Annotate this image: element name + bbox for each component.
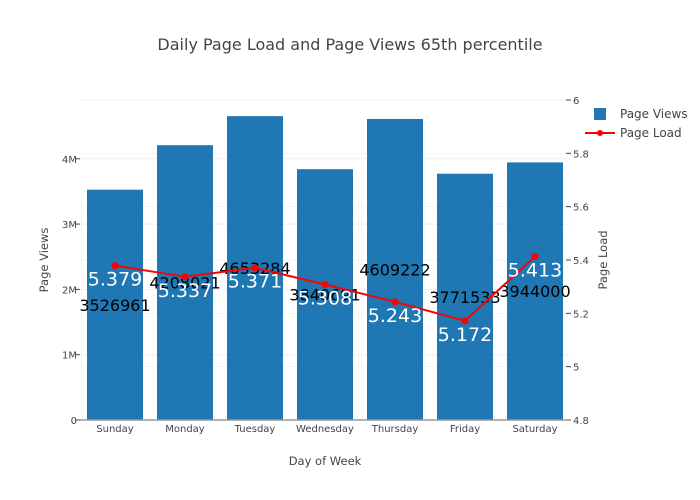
y-tick-label: 4M bbox=[62, 155, 77, 166]
page-load-line bbox=[111, 253, 539, 325]
line-value-label: 5.172 bbox=[438, 324, 492, 346]
bar-sunday bbox=[87, 189, 143, 420]
line-value-label: 5.308 bbox=[298, 288, 352, 310]
page-load-point-wednesday bbox=[321, 281, 329, 289]
y-axis-title: Page Views bbox=[37, 228, 51, 293]
legend-marker-page-load bbox=[597, 130, 603, 136]
x-tick-label: Thursday bbox=[371, 424, 419, 435]
y-axis-right: 4.8 5 5.2 5.4 5.6 5.8 6 bbox=[566, 96, 589, 427]
bar-labels: 3526961420802146532843840691460922237715… bbox=[79, 259, 570, 315]
page-load-point-tuesday bbox=[251, 264, 259, 272]
page-load-point-friday bbox=[461, 317, 469, 325]
x-tick-label: Monday bbox=[165, 424, 205, 435]
chart-title: Daily Page Load and Page Views 65th perc… bbox=[157, 35, 542, 54]
legend: Page Views Page Load bbox=[585, 107, 688, 140]
page-load-point-thursday bbox=[391, 298, 399, 306]
bar-friday bbox=[437, 173, 493, 420]
bar-thursday bbox=[367, 118, 423, 420]
bar-value-label: 4609222 bbox=[359, 260, 430, 279]
line-value-label: 5.243 bbox=[368, 305, 422, 327]
x-tick-label: Saturday bbox=[512, 424, 557, 435]
x-axis: Sunday Monday Tuesday Wednesday Thursday Frid… bbox=[80, 419, 570, 435]
line-value-label: 5.337 bbox=[158, 280, 212, 302]
x-axis-title: Day of Week bbox=[289, 454, 362, 468]
bar-wednesday bbox=[297, 169, 353, 420]
y-tick-label: 1M bbox=[62, 351, 77, 362]
x-tick-label: Friday bbox=[450, 424, 480, 435]
y2-axis-title: Page Load bbox=[596, 230, 610, 289]
bar-value-label: 3526961 bbox=[79, 296, 150, 315]
line-labels: 5.379 5.337 5.371 5.308 5.243 5.172 5.413 bbox=[88, 260, 562, 346]
line-value-label: 5.371 bbox=[228, 271, 282, 293]
bar-value-label: 3840691 bbox=[289, 286, 360, 305]
bar-value-label: 3771533 bbox=[429, 288, 500, 307]
line-value-label: 5.413 bbox=[508, 260, 562, 282]
x-tick-label: Wednesday bbox=[296, 424, 354, 435]
bar-value-label: 3944000 bbox=[499, 282, 570, 301]
x-tick-label: Tuesday bbox=[234, 424, 276, 435]
line-value-label: 5.379 bbox=[88, 269, 142, 291]
x-tick-label: Sunday bbox=[96, 424, 133, 435]
legend-label-page-load[interactable]: Page Load bbox=[620, 126, 682, 140]
legend-swatch-page-views[interactable] bbox=[594, 108, 606, 120]
legend-label-page-views[interactable]: Page Views bbox=[620, 107, 688, 121]
bar-value-label: 4208021 bbox=[149, 274, 220, 293]
y2-tick-label: 5.4 bbox=[573, 256, 589, 267]
y2-tick-label: 5.2 bbox=[573, 309, 589, 320]
y2-tick-label: 5 bbox=[573, 363, 579, 374]
page-load-point-sunday bbox=[111, 262, 119, 270]
y2-tick-label: 6 bbox=[573, 96, 579, 107]
y-tick-label: 3M bbox=[62, 220, 77, 231]
y-tick-label: 2M bbox=[62, 285, 77, 296]
bar-saturday bbox=[507, 162, 563, 420]
bar-monday bbox=[157, 145, 213, 420]
y2-tick-label: 5.6 bbox=[573, 203, 589, 214]
bars bbox=[87, 116, 563, 421]
y2-tick-label: 4.8 bbox=[573, 416, 589, 427]
page-load-point-monday bbox=[181, 273, 189, 281]
y-tick-label: 0 bbox=[71, 416, 77, 427]
y2-tick-label: 5.8 bbox=[573, 149, 589, 160]
page-load-point-saturday bbox=[531, 253, 539, 261]
y-axis-left: 0 1M 2M 3M 4M bbox=[62, 155, 80, 427]
